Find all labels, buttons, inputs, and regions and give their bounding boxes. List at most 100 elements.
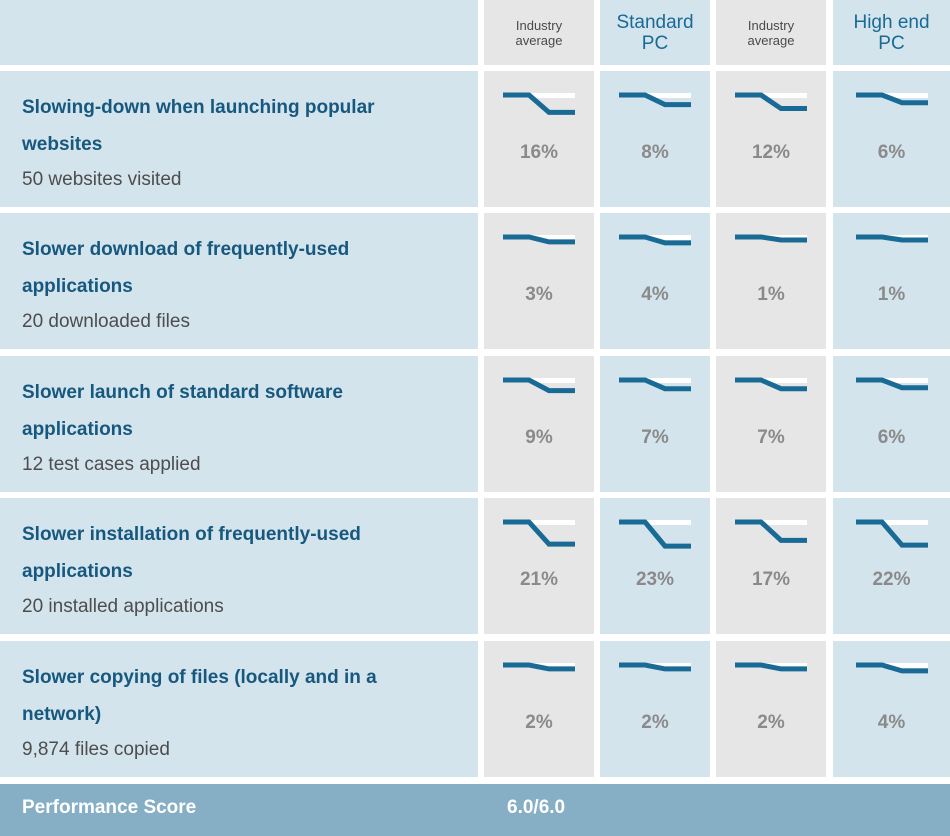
sparkline-path — [619, 234, 691, 246]
slowdown-percent: 7% — [641, 427, 669, 448]
slowdown-percent: 16% — [519, 142, 559, 163]
row-subtitle: 20 installed applications — [22, 596, 224, 617]
baseline-band — [761, 93, 807, 98]
row-label-cell: Slower copying of files (locally and in … — [0, 641, 478, 777]
slowdown-percent: 1% — [757, 284, 785, 305]
sparkline-path — [503, 662, 575, 672]
baseline-band — [761, 378, 807, 383]
row-label-cell: Slower download of frequently-used appli… — [0, 213, 478, 349]
slowdown-sparkline — [619, 377, 691, 392]
column-header: High end PC — [833, 0, 950, 65]
column-header-line: PC — [641, 32, 669, 54]
slowdown-sparkline — [855, 662, 928, 674]
header-corner — [0, 0, 478, 65]
slowdown-sparkline — [735, 92, 807, 112]
slowdown-percent: 2% — [525, 712, 553, 733]
column-header-line: Standard — [616, 11, 694, 33]
slowdown-sparkline — [735, 519, 807, 543]
slowdown-sparkline — [503, 234, 575, 245]
sparkline-path — [503, 234, 575, 245]
row-title: Slower download of frequently-used appli… — [22, 239, 350, 297]
baseline-band — [881, 663, 928, 668]
value-cell: 1% — [716, 213, 826, 349]
value-cell: 21% — [484, 498, 594, 634]
sparkline-path — [619, 377, 691, 392]
row-label-cell: Slower installation of frequently-used a… — [0, 498, 478, 634]
baseline-band — [529, 378, 575, 383]
slowdown-percent: 17% — [751, 569, 791, 590]
row-title: Slower copying of files (locally and in … — [22, 667, 377, 725]
column-header-line: High end — [853, 11, 930, 33]
baseline-band — [529, 93, 575, 98]
sparkline-path — [503, 377, 575, 394]
slowdown-percent: 22% — [872, 569, 911, 590]
sparkline-path — [855, 234, 928, 243]
slowdown-sparkline — [619, 92, 691, 108]
slowdown-sparkline — [735, 234, 807, 243]
slowdown-sparkline — [855, 377, 928, 391]
column-header: Industry average — [716, 0, 826, 65]
row-subtitle: 20 downloaded files — [22, 311, 190, 332]
slowdown-percent: 8% — [641, 142, 669, 163]
performance-score-bar: Performance Score 6.0/6.0 — [0, 784, 950, 836]
slowdown-sparkline — [619, 234, 691, 246]
slowdown-sparkline — [855, 519, 928, 548]
slowdown-percent: 12% — [751, 142, 791, 163]
sparkline-path — [735, 662, 807, 672]
row-subtitle: 12 test cases applied — [22, 454, 201, 475]
slowdown-percent: 4% — [641, 284, 669, 305]
column-header-line: average — [747, 32, 795, 48]
value-cell: 22% — [833, 498, 950, 634]
slowdown-sparkline — [503, 519, 575, 547]
value-cell: 2% — [600, 641, 710, 777]
baseline-band — [645, 663, 691, 668]
sparkline-path — [619, 662, 691, 672]
baseline-band — [529, 235, 575, 240]
slowdown-percent: 21% — [519, 569, 559, 590]
sparkline-path — [855, 662, 928, 674]
baseline-band — [761, 520, 807, 525]
value-cell: 17% — [716, 498, 826, 634]
value-cell: 4% — [600, 213, 710, 349]
row-title: Slowing-down when launching popular webs… — [22, 97, 375, 155]
baseline-band — [645, 378, 691, 383]
baseline-band — [645, 93, 691, 98]
slowdown-percent: 7% — [757, 427, 785, 448]
value-cell: 4% — [833, 641, 950, 777]
sparkline-path — [735, 92, 807, 112]
slowdown-percent: 23% — [635, 569, 675, 590]
slowdown-percent: 2% — [641, 712, 669, 733]
value-cell: 6% — [833, 356, 950, 492]
baseline-band — [881, 520, 928, 525]
value-cell: 6% — [833, 71, 950, 207]
baseline-band — [645, 520, 691, 525]
slowdown-sparkline — [503, 662, 575, 672]
row-subtitle: 9,874 files copied — [22, 739, 170, 760]
row-title: Slower installation of frequently-used a… — [22, 524, 361, 582]
baseline-band — [881, 378, 928, 383]
sparkline-path — [855, 92, 928, 106]
slowdown-percent: 4% — [877, 712, 906, 733]
value-cell: 23% — [600, 498, 710, 634]
slowdown-sparkline — [503, 377, 575, 394]
slowdown-sparkline — [855, 92, 928, 106]
row-title: Slower launch of standard software appli… — [22, 382, 343, 440]
row-subtitle: 50 websites visited — [22, 169, 182, 190]
column-header-line: Industry — [747, 17, 795, 33]
slowdown-sparkline — [855, 234, 928, 243]
column-header-line: average — [515, 32, 563, 48]
sparkline-path — [855, 519, 928, 548]
row-label-cell: Slower launch of standard software appli… — [0, 356, 478, 492]
sparkline-path — [735, 519, 807, 543]
slowdown-percent: 6% — [877, 427, 906, 448]
sparkline-path — [735, 377, 807, 392]
performance-score-label: Performance Score — [22, 797, 197, 818]
slowdown-sparkline — [619, 662, 691, 672]
sparkline-path — [619, 519, 691, 549]
baseline-band — [529, 663, 575, 668]
slowdown-sparkline — [735, 377, 807, 392]
value-cell: 9% — [484, 356, 594, 492]
baseline-band — [881, 93, 928, 98]
value-cell: 8% — [600, 71, 710, 207]
column-header-line: PC — [878, 32, 905, 54]
